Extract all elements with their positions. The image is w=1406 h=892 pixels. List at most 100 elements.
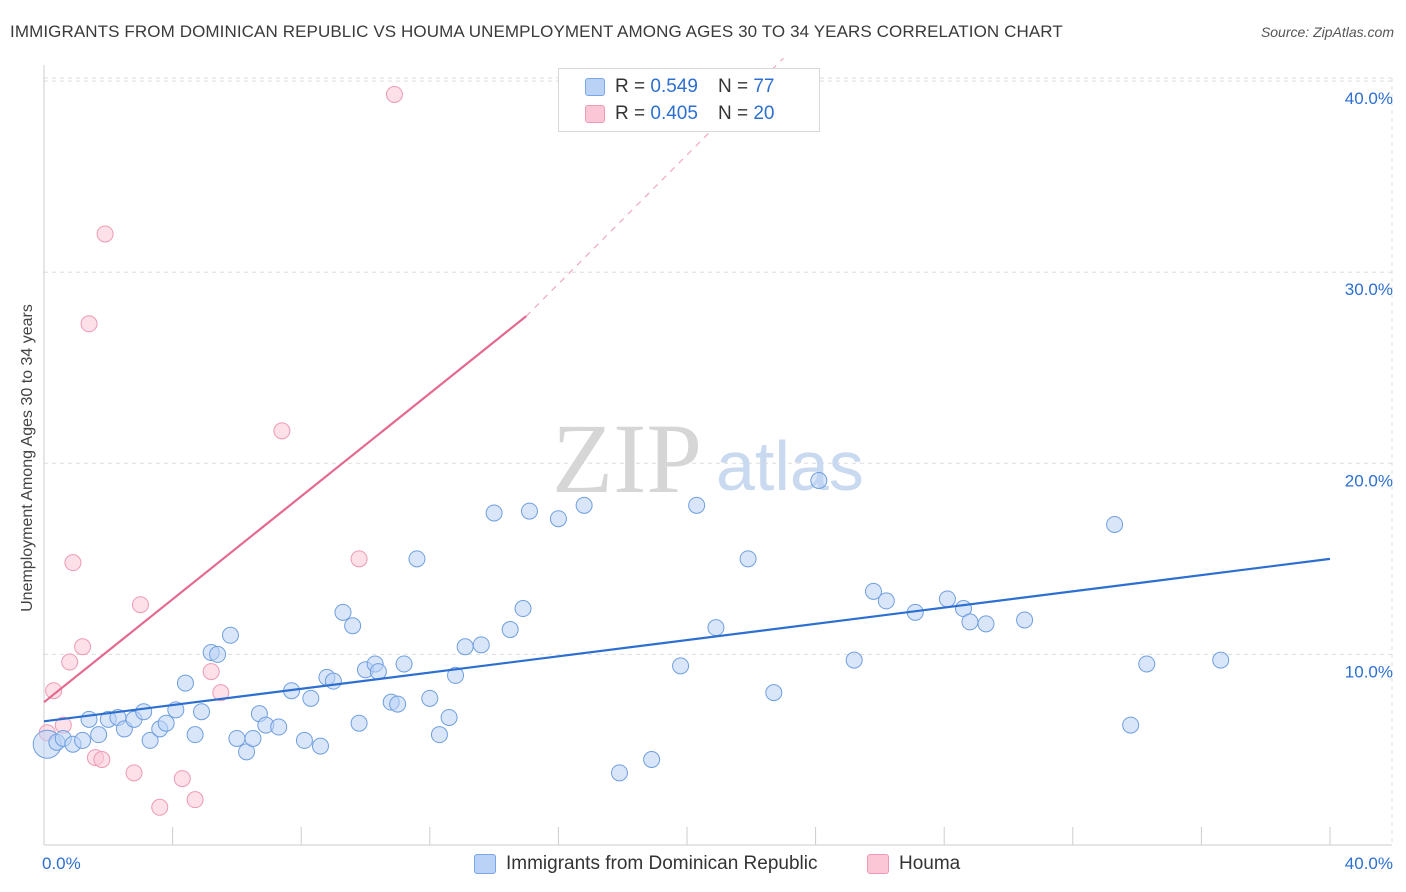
dominican-point (1106, 515, 1124, 533)
dominican-point (1122, 716, 1140, 734)
dominican-point (324, 672, 342, 690)
houma-point (45, 682, 63, 700)
dominican-point (270, 718, 288, 736)
legend-swatch-houma (585, 105, 605, 123)
source-credit: Source: ZipAtlas.com (1260, 24, 1394, 40)
dominican-point (845, 651, 863, 669)
dominican-point (485, 504, 503, 522)
houma-point (74, 638, 92, 656)
houma-point (131, 596, 149, 614)
houma-trend-line (43, 315, 527, 704)
dominican-point (514, 600, 532, 618)
legend-r-label: R = (615, 103, 646, 124)
dominican-point (472, 636, 490, 654)
dominican-point (221, 626, 239, 644)
houma-point (64, 554, 82, 572)
dominican-point (244, 729, 262, 747)
dominican-point (1212, 651, 1230, 669)
houma-point (151, 798, 169, 816)
dominican-point (395, 655, 413, 673)
series-dominican-points (32, 471, 1230, 782)
x-tick-label-max: 40.0% (1345, 854, 1393, 873)
legend-swatch-dominican (585, 78, 605, 96)
houma-point (273, 422, 291, 440)
y-tick-label: 20.0% (1345, 471, 1393, 490)
dominican-point (421, 689, 439, 707)
legend: R = 0.549 N = 77 R = 0.405 N = 20 (558, 68, 820, 132)
dominican-point (456, 638, 474, 656)
dominican-point (520, 502, 538, 520)
houma-point (186, 791, 204, 809)
bottom-legend-swatch-houma (867, 854, 889, 874)
dominican-point (1138, 655, 1156, 673)
dominican-point (389, 695, 407, 713)
dominican-point (501, 621, 519, 639)
dominican-point (672, 657, 690, 675)
houma-point (80, 315, 98, 333)
dominican-point (302, 689, 320, 707)
y-tick-label: 10.0% (1345, 662, 1393, 681)
dominican-point (80, 710, 98, 728)
houma-point (202, 663, 220, 681)
dominican-point (864, 582, 882, 600)
watermark-atlas: atlas (716, 427, 864, 505)
dominican-point (186, 726, 204, 744)
legend-row-dominican: R = 0.549 N = 77 (585, 75, 774, 99)
dominican-point (877, 592, 895, 610)
legend-r-value-houma: 0.405 (650, 103, 698, 124)
houma-point (96, 225, 114, 243)
dominican-point (938, 590, 956, 608)
dominican-point (977, 615, 995, 633)
dominican-point (430, 726, 448, 744)
dominican-point (765, 684, 783, 702)
dominican-point (369, 663, 387, 681)
tick-labels: 10.0% 20.0% 30.0% 40.0% 0.0% 40.0% (42, 89, 1393, 873)
dominican-point (447, 666, 465, 684)
bottom-legend-dominican: Immigrants from Dominican Republic (474, 852, 818, 876)
bottom-legend-swatch-dominican (474, 854, 496, 874)
dominican-point (810, 471, 828, 489)
dominican-point (135, 703, 153, 721)
legend-n-label: N = (717, 76, 749, 97)
series-houma-points (38, 85, 403, 816)
dominican-point (610, 764, 628, 782)
bottom-legend-label-dominican: Immigrants from Dominican Republic (506, 853, 818, 874)
dominican-point (311, 737, 329, 755)
legend-n-value-dominican: 77 (753, 76, 775, 97)
houma-point (212, 684, 230, 702)
dominican-point (739, 550, 757, 568)
dominican-point (575, 496, 593, 514)
legend-r-value-dominican: 0.549 (650, 76, 698, 97)
houma-point (173, 770, 191, 788)
axes (43, 65, 1392, 846)
legend-row-houma: R = 0.405 N = 20 (585, 102, 774, 126)
legend-n-label: N = (717, 103, 749, 124)
dominican-point (295, 731, 313, 749)
watermark-zip: ZIP (552, 403, 702, 514)
dominican-point (334, 603, 352, 621)
dominican-point (90, 726, 108, 744)
legend-n-value-houma: 20 (753, 103, 775, 124)
dominican-point (141, 731, 159, 749)
dominican-point (344, 617, 362, 635)
dominican-point (228, 729, 246, 747)
dominican-point (440, 708, 458, 726)
dominican-point (74, 731, 92, 749)
trend-lines (43, 57, 1331, 723)
dominican-point (643, 751, 661, 769)
dominican-point (350, 714, 368, 732)
legend-r-label: R = (615, 76, 646, 97)
houma-point (61, 653, 79, 671)
chart-title: IMMIGRANTS FROM DOMINICAN REPUBLIC VS HO… (10, 22, 1063, 41)
houma-point (125, 764, 143, 782)
dominican-point (961, 613, 979, 631)
houma-point (93, 751, 111, 769)
watermark: ZIP atlas (552, 403, 864, 514)
dominican-point (176, 674, 194, 692)
x-tick-label-min: 0.0% (42, 854, 81, 873)
dominican-point (157, 714, 175, 732)
houma-point (385, 85, 403, 103)
dominican-point (1016, 611, 1034, 629)
dominican-point (209, 645, 227, 663)
